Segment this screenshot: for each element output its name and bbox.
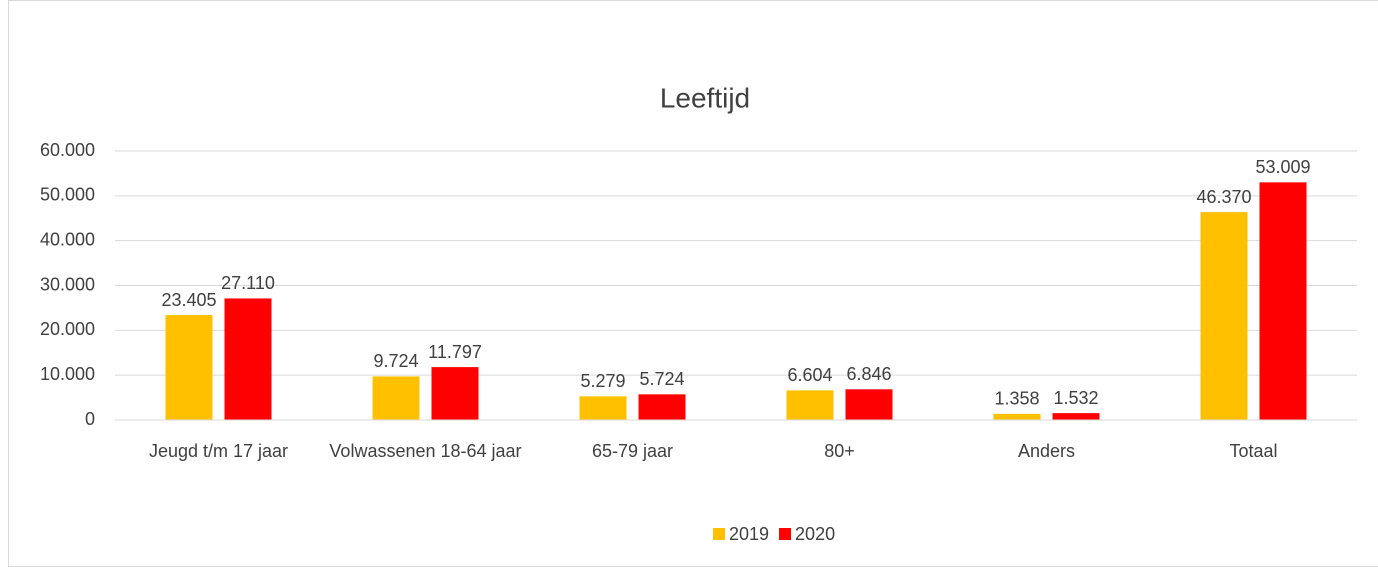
bar	[372, 376, 420, 420]
bar	[1259, 182, 1307, 420]
value-label: 6.604	[787, 365, 832, 385]
legend-swatch	[779, 528, 792, 540]
bar	[579, 396, 627, 420]
value-label: 9.724	[373, 351, 418, 371]
x-tick-label: Volwassenen 18-64 jaar	[329, 441, 522, 461]
value-label: 6.846	[846, 364, 891, 384]
value-label: 53.009	[1255, 157, 1310, 177]
x-tick-label: Anders	[1017, 441, 1076, 461]
bar	[165, 315, 213, 420]
bar	[845, 389, 893, 420]
legend-label: 2020	[795, 524, 835, 544]
value-label: 46.370	[1196, 187, 1251, 207]
bar	[786, 390, 834, 420]
legend-label: 2019	[729, 524, 769, 544]
y-tick-label: 0	[85, 409, 95, 429]
value-label: 1.532	[1053, 388, 1098, 408]
bar	[993, 413, 1041, 420]
bar	[224, 298, 272, 420]
bar	[1052, 413, 1100, 420]
x-tick-label: Totaal	[1229, 441, 1278, 461]
bar	[431, 367, 479, 420]
value-label: 5.279	[580, 371, 625, 391]
bar	[638, 394, 686, 420]
value-label: 27.110	[221, 273, 275, 293]
chart-title: Leeftijd	[660, 82, 750, 113]
y-tick-label: 50.000	[40, 185, 95, 205]
value-label: 23.405	[161, 290, 216, 310]
value-label: 11.797	[428, 342, 482, 362]
x-tick-label: 65-79 jaar	[591, 441, 674, 461]
value-label: 5.724	[639, 369, 684, 389]
y-tick-label: 40.000	[40, 229, 95, 249]
value-label: 1.358	[994, 389, 1039, 409]
legend-swatch	[713, 528, 725, 540]
y-tick-label: 20.000	[40, 319, 95, 339]
x-tick-label: Jeugd t/m 17 jaar	[148, 441, 289, 461]
y-tick-label: 30.000	[40, 274, 95, 294]
bar	[1200, 212, 1248, 420]
x-tick-label: 80+	[824, 441, 855, 461]
y-tick-label: 60.000	[40, 140, 95, 160]
y-tick-label: 10.000	[40, 364, 95, 384]
